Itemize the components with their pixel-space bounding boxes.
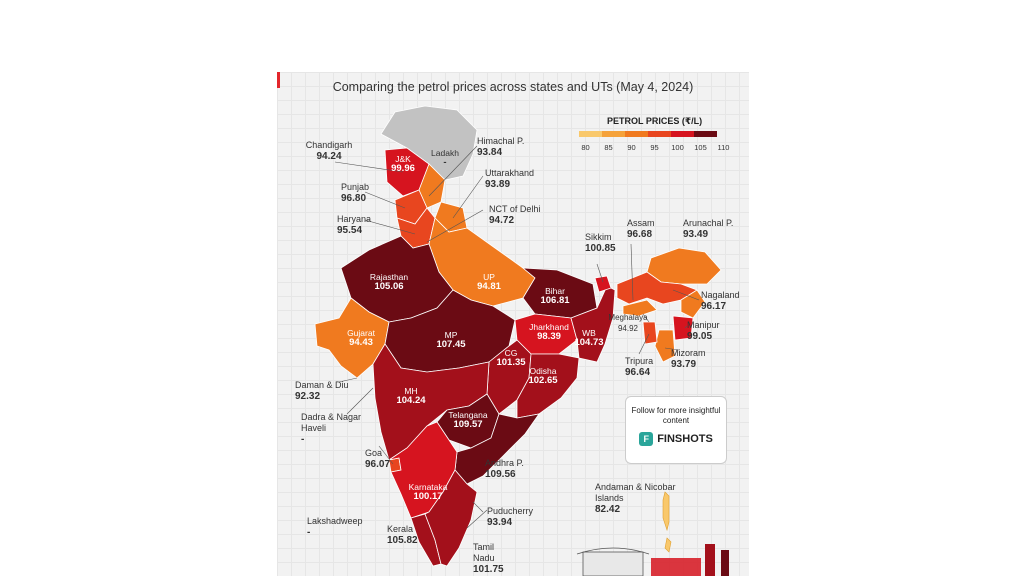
label-sikkim: Sikkim 100.85 <box>585 232 616 254</box>
label-lakshadweep: Lakshadweep - <box>307 516 363 538</box>
map-panel: Comparing the petrol prices across state… <box>277 72 749 576</box>
label-delhi: NCT of Delhi 94.72 <box>489 204 541 226</box>
region-manipur <box>672 315 694 341</box>
label-meghalaya: Meghalaya 94.92 <box>608 313 648 333</box>
label-karnataka: Karnataka 100.17 <box>408 482 448 502</box>
label-up: UP 94.81 <box>477 272 501 292</box>
label-chandigarh: Chandigarh 94.24 <box>305 140 353 162</box>
label-manipur: Manipur 99.05 <box>687 320 720 342</box>
label-assam: Assam 96.68 <box>627 218 655 240</box>
region-andhra <box>454 413 540 485</box>
legend-swatch-100 <box>671 131 694 137</box>
label-uttarakhand: Uttarakhand 93.89 <box>485 168 535 190</box>
label-nagaland: Nagaland 96.17 <box>701 290 740 312</box>
label-telangana: Telangana 109.57 <box>448 410 488 430</box>
label-kerala: Kerala 105.82 <box>387 524 418 546</box>
region-meghalaya <box>622 299 658 317</box>
label-wb: WB 104.73 <box>574 328 604 348</box>
label-bihar: Bihar 106.81 <box>540 286 570 306</box>
label-cg: CG 101.35 <box>496 348 526 368</box>
label-andaman: Andaman & Nicobar Islands 82.42 <box>595 482 676 515</box>
label-mizoram: Mizoram 93.79 <box>671 348 706 370</box>
region-mizoram <box>654 329 676 363</box>
label-jk: J&K 99.96 <box>391 154 415 174</box>
label-punjab: Punjab 96.80 <box>341 182 370 204</box>
label-goa: Goa 96.07 <box>365 448 391 470</box>
finshots-logo-icon: F <box>639 432 654 446</box>
page-title: Comparing the petrol prices across state… <box>332 80 694 94</box>
label-tn: Tamil Nadu 101.75 <box>473 542 504 575</box>
label-daman: Daman & Diu 92.32 <box>295 380 349 402</box>
follow-text: Follow for more insightful content <box>631 406 721 425</box>
legend-swatch-90 <box>625 131 648 137</box>
region-ladakh <box>380 105 478 181</box>
legend-tick: 105 <box>694 143 707 152</box>
accent-bar <box>277 72 280 88</box>
label-mp: MP 107.45 <box>436 330 466 350</box>
legend-swatch-105 <box>694 131 717 137</box>
label-ladakh: Ladakh - <box>431 148 459 168</box>
region-wb <box>570 285 616 363</box>
region-tn <box>424 469 478 567</box>
legend-tick: 100 <box>671 143 684 152</box>
region-nagaland <box>680 289 706 319</box>
label-jharkhand: Jharkhand 98.39 <box>529 322 569 342</box>
india-map <box>314 105 722 567</box>
legend-swatch-85 <box>602 131 625 137</box>
finshots-brand: F FINSHOTS <box>626 432 726 446</box>
legend-title: PETROL PRICES (₹/L) <box>607 116 703 126</box>
label-arunachal: Arunachal P. 93.49 <box>683 218 734 240</box>
legend-swatch-95 <box>648 131 671 137</box>
legend-swatch-80 <box>579 131 602 137</box>
label-rajasthan: Rajasthan 105.06 <box>369 272 409 292</box>
legend-tick: 110 <box>717 143 730 152</box>
skyline-illustration <box>576 544 729 576</box>
follow-card[interactable]: Follow for more insightful content F FIN… <box>625 396 727 464</box>
label-andhra: Andhra P. 109.56 <box>485 458 524 480</box>
label-dadra: Dadra & Nagar Haveli - <box>301 412 362 445</box>
label-puducherry: Puducherry 93.94 <box>487 506 534 528</box>
label-mh: MH 104.24 <box>396 386 426 406</box>
brand-name: FINSHOTS <box>657 433 713 445</box>
region-sikkim <box>594 275 612 293</box>
legend-tick: 95 <box>650 143 659 152</box>
region-odisha <box>516 353 580 419</box>
region-andaman <box>662 491 672 553</box>
legend-tick: 80 <box>581 143 590 152</box>
label-gujarat: Gujarat 94.43 <box>347 328 375 348</box>
legend-tick: 90 <box>627 143 636 152</box>
label-odisha: Odisha 102.65 <box>528 366 558 386</box>
label-himachal: Himachal P. 93.84 <box>477 136 525 158</box>
legend-tick: 85 <box>604 143 613 152</box>
label-haryana: Haryana 95.54 <box>337 214 372 236</box>
label-tripura: Tripura 96.64 <box>625 356 654 378</box>
region-arunachal <box>646 247 722 285</box>
